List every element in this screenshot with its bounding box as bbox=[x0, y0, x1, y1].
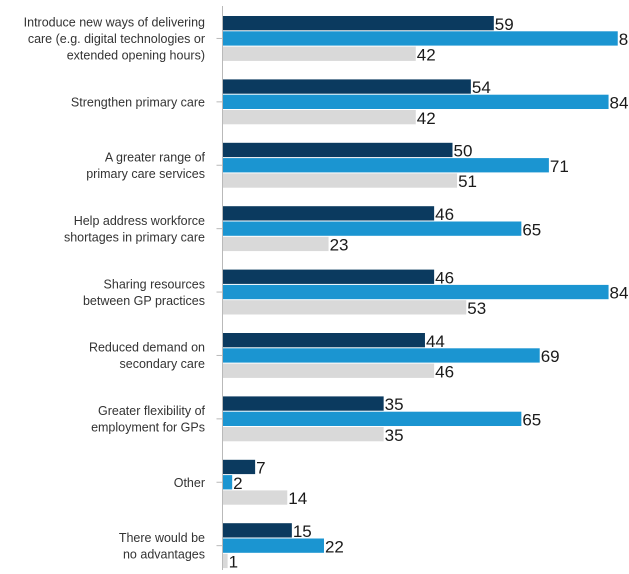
category-label-line: secondary care bbox=[120, 357, 206, 371]
category-label: Other bbox=[174, 476, 205, 490]
bar bbox=[223, 459, 256, 475]
data-label: 22 bbox=[325, 537, 344, 556]
data-label: 7 bbox=[256, 459, 265, 478]
category-label-line: Sharing resources bbox=[104, 277, 205, 291]
bar bbox=[223, 333, 425, 348]
category-label: Sharing resources between GP practices bbox=[83, 277, 205, 308]
category-label-line: between GP practices bbox=[83, 294, 205, 308]
category-label: A greater range of primary care services bbox=[86, 151, 205, 182]
category-label-line: A greater range of bbox=[105, 151, 206, 165]
bar bbox=[223, 79, 471, 94]
bar bbox=[223, 206, 435, 221]
data-label: 71 bbox=[550, 157, 569, 176]
data-label: 51 bbox=[458, 172, 477, 191]
bars-layer bbox=[223, 16, 618, 569]
category-label: Introduce new ways of delivering care (e.… bbox=[24, 15, 205, 62]
data-label: 86 bbox=[619, 30, 629, 49]
category-label: Greater flexibility of employment for GPs bbox=[91, 404, 205, 435]
category-label: There would be no advantages bbox=[119, 531, 205, 562]
axis-layer bbox=[216, 6, 223, 570]
category-label-line: no advantages bbox=[123, 547, 205, 561]
bar bbox=[223, 46, 416, 61]
data-label: 2 bbox=[233, 474, 242, 493]
bar bbox=[223, 363, 435, 378]
data-label: 23 bbox=[330, 236, 349, 255]
category-label-line: Greater flexibility of bbox=[98, 404, 206, 418]
bar bbox=[223, 490, 288, 505]
bar bbox=[223, 396, 384, 411]
bar bbox=[223, 475, 233, 490]
bar bbox=[223, 221, 522, 236]
data-label: 35 bbox=[385, 395, 404, 414]
bar bbox=[223, 110, 416, 125]
category-label: Strengthen primary care bbox=[71, 95, 205, 109]
category-label-line: Strengthen primary care bbox=[71, 95, 205, 109]
data-label: 46 bbox=[435, 268, 454, 287]
category-label-line: primary care services bbox=[86, 167, 205, 181]
bar bbox=[223, 269, 435, 284]
data-label: 65 bbox=[522, 220, 541, 239]
category-label: Help address workforce shortages in prima… bbox=[64, 214, 205, 245]
category-label-line: Help address workforce bbox=[74, 214, 205, 228]
data-label: 84 bbox=[610, 284, 629, 303]
data-label: 59 bbox=[495, 15, 514, 34]
data-label: 46 bbox=[435, 205, 454, 224]
data-label: 65 bbox=[522, 411, 541, 430]
category-label-line: employment for GPs bbox=[91, 421, 205, 435]
category-label-line: Introduce new ways of delivering bbox=[24, 15, 205, 29]
bar bbox=[223, 94, 609, 109]
category-label-line: There would be bbox=[119, 531, 205, 545]
data-label: 53 bbox=[467, 299, 486, 318]
bar bbox=[223, 31, 618, 46]
bar bbox=[223, 427, 384, 442]
labels-layer: Introduce new ways of delivering care (e.… bbox=[24, 15, 629, 572]
bar bbox=[223, 300, 467, 315]
data-label: 54 bbox=[472, 78, 491, 97]
category-label-line: shortages in primary care bbox=[64, 230, 205, 244]
data-label: 42 bbox=[417, 45, 436, 64]
data-label: 69 bbox=[541, 347, 560, 366]
data-label: 1 bbox=[229, 553, 238, 572]
data-label: 42 bbox=[417, 109, 436, 128]
bar bbox=[223, 523, 292, 538]
bar bbox=[223, 284, 609, 300]
category-label-line: extended opening hours) bbox=[67, 48, 205, 62]
data-label: 44 bbox=[426, 332, 445, 351]
bar bbox=[223, 348, 540, 363]
data-label: 35 bbox=[385, 426, 404, 445]
data-label: 14 bbox=[288, 489, 307, 508]
bar bbox=[223, 553, 228, 569]
bar bbox=[223, 236, 329, 252]
data-label: 46 bbox=[435, 362, 454, 381]
data-label: 84 bbox=[610, 94, 629, 113]
bar bbox=[223, 142, 453, 158]
bar bbox=[223, 411, 522, 426]
category-label-line: Reduced demand on bbox=[89, 341, 205, 355]
category-label-line: care (e.g. digital technologies or bbox=[28, 32, 205, 46]
category-label: Reduced demand on secondary care bbox=[89, 341, 205, 372]
bar bbox=[223, 158, 549, 173]
bar bbox=[223, 538, 324, 553]
data-label: 50 bbox=[454, 142, 473, 161]
data-label: 15 bbox=[293, 522, 312, 541]
category-label-line: Other bbox=[174, 476, 205, 490]
bar bbox=[223, 16, 494, 31]
bar bbox=[223, 173, 458, 188]
